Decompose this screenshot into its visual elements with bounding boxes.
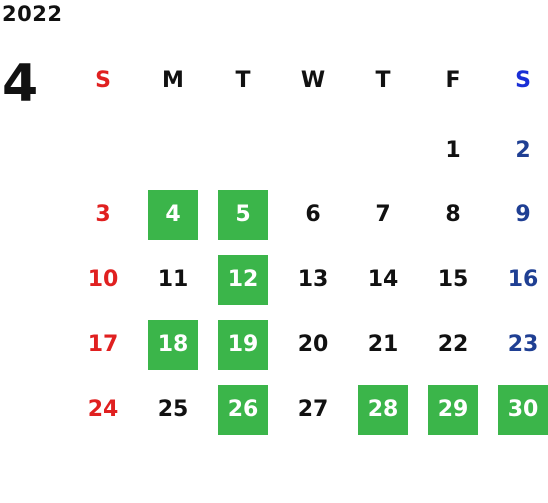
weekday-thursday: T: [375, 68, 391, 93]
day-cell[interactable]: 24: [87, 397, 119, 422]
day-cell-highlighted[interactable]: 18: [148, 320, 198, 370]
day-cell[interactable]: 23: [507, 332, 539, 357]
day-cell[interactable]: 13: [297, 267, 329, 292]
day-cell-highlighted[interactable]: 29: [428, 385, 478, 435]
day-cell[interactable]: 3: [95, 202, 111, 227]
day-cell[interactable]: 14: [367, 267, 399, 292]
day-cell-highlighted[interactable]: 19: [218, 320, 268, 370]
weekday-saturday: S: [515, 68, 531, 93]
day-cell[interactable]: 27: [297, 397, 329, 422]
day-cell-highlighted[interactable]: 30: [498, 385, 548, 435]
weekday-monday: M: [162, 68, 184, 93]
weekday-wednesday: W: [300, 68, 326, 93]
day-cell[interactable]: 17: [87, 332, 119, 357]
day-cell-highlighted[interactable]: 12: [218, 255, 268, 305]
day-cell[interactable]: 2: [515, 138, 531, 163]
day-cell[interactable]: 1: [445, 138, 461, 163]
day-cell[interactable]: 6: [305, 202, 321, 227]
day-cell[interactable]: 20: [297, 332, 329, 357]
weekday-tuesday: T: [235, 68, 251, 93]
day-cell[interactable]: 16: [507, 267, 539, 292]
day-cell-highlighted[interactable]: 5: [218, 190, 268, 240]
day-cell[interactable]: 9: [515, 202, 531, 227]
day-cell[interactable]: 8: [445, 202, 461, 227]
weekday-sunday: S: [95, 68, 111, 93]
day-cell[interactable]: 11: [157, 267, 189, 292]
day-cell[interactable]: 7: [375, 202, 391, 227]
day-cell[interactable]: 21: [367, 332, 399, 357]
day-cell-highlighted[interactable]: 4: [148, 190, 198, 240]
day-cell-highlighted[interactable]: 26: [218, 385, 268, 435]
day-cell[interactable]: 25: [157, 397, 189, 422]
calendar-month: 4: [2, 54, 39, 114]
day-cell[interactable]: 10: [87, 267, 119, 292]
calendar-year: 2022: [2, 2, 63, 26]
day-cell[interactable]: 22: [437, 332, 469, 357]
day-cell-highlighted[interactable]: 28: [358, 385, 408, 435]
weekday-friday: F: [445, 68, 461, 93]
day-cell[interactable]: 15: [437, 267, 469, 292]
